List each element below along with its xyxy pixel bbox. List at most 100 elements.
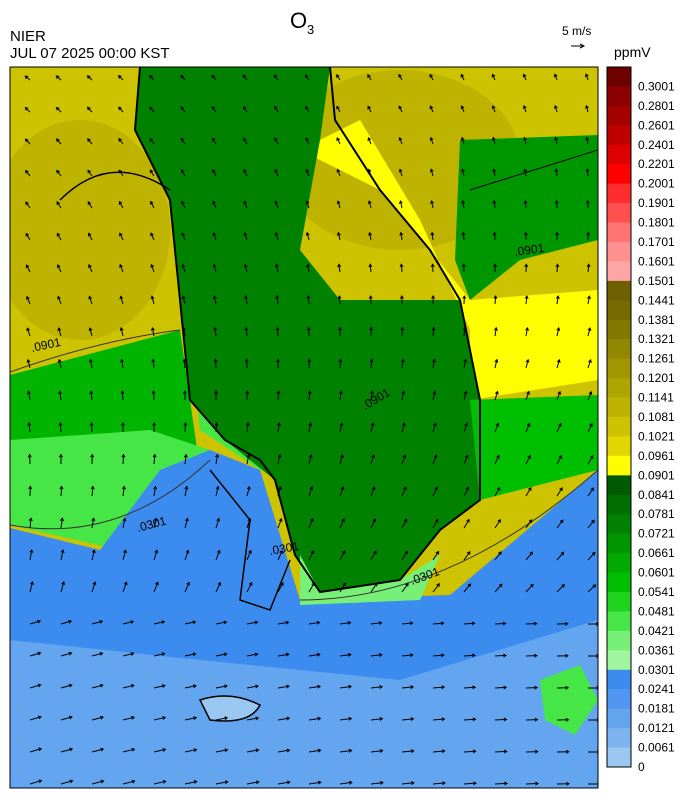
wind-arrow-head bbox=[348, 780, 353, 785]
wind-arrow bbox=[87, 138, 93, 145]
wind-arrow bbox=[60, 518, 63, 529]
wind-arrow-head bbox=[316, 620, 321, 625]
wind-arrow-head bbox=[554, 136, 559, 141]
wind-arrow bbox=[244, 232, 248, 241]
wind-arrow-head bbox=[242, 74, 247, 79]
wind-arrow-head bbox=[379, 685, 384, 689]
wind-arrow bbox=[182, 296, 186, 305]
wind-arrow-head bbox=[69, 747, 74, 752]
wind-arrow bbox=[149, 75, 155, 81]
wind-arrow bbox=[308, 749, 321, 753]
wind-arrow bbox=[215, 749, 228, 753]
wind-arrow bbox=[153, 486, 157, 497]
colorbar-swatch bbox=[607, 475, 631, 496]
wind-arrow bbox=[60, 684, 72, 689]
colorbar-swatch bbox=[607, 630, 631, 651]
wind-arrow bbox=[246, 749, 259, 753]
wind-arrow-head bbox=[162, 747, 167, 752]
wind-arrow bbox=[122, 780, 135, 785]
wind-arrow-head bbox=[192, 684, 197, 689]
wind-arrow-head bbox=[498, 551, 502, 555]
wind-arrow-head bbox=[534, 685, 539, 690]
wind-arrow-head bbox=[223, 652, 228, 657]
wind-arrow bbox=[494, 519, 501, 529]
wind-arrow-head bbox=[37, 651, 42, 656]
colorbar-label: 0.0421 bbox=[638, 624, 675, 638]
wind-arrow bbox=[306, 232, 310, 241]
wind-arrow bbox=[339, 686, 352, 689]
wind-arrow-head bbox=[338, 358, 343, 363]
wind-arrow bbox=[339, 582, 346, 593]
wind-arrow bbox=[339, 781, 352, 785]
wind-arrow-head bbox=[154, 549, 159, 554]
wind-arrow-head bbox=[193, 716, 198, 721]
wind-arrow bbox=[150, 201, 155, 209]
wind-arrow-head bbox=[310, 550, 315, 554]
wind-arrow-head bbox=[152, 453, 157, 458]
wind-arrow bbox=[370, 583, 378, 593]
wind-arrow-head bbox=[244, 295, 248, 300]
wind-arrow-head bbox=[181, 169, 185, 174]
wind-arrow-head bbox=[215, 453, 220, 458]
wind-arrow-head bbox=[367, 168, 372, 173]
wind-arrow bbox=[401, 519, 408, 529]
wind-arrow bbox=[153, 518, 157, 529]
wind-arrow-head bbox=[28, 485, 33, 490]
wind-arrow-head bbox=[90, 453, 95, 458]
wind-arrow bbox=[211, 106, 217, 113]
wind-arrow-head bbox=[248, 549, 252, 554]
colorbar-label: 0.0961 bbox=[638, 449, 675, 463]
colorbar-swatch bbox=[607, 397, 631, 418]
wind-arrow bbox=[214, 359, 217, 369]
colorbar-label: 0.0901 bbox=[638, 468, 675, 482]
wind-arrow-head bbox=[91, 549, 96, 554]
wind-arrow-head bbox=[462, 326, 467, 331]
wind-arrow-head bbox=[87, 232, 92, 237]
wind-arrow-head bbox=[153, 485, 158, 490]
wind-arrow-head bbox=[88, 327, 93, 332]
wind-arrow bbox=[525, 423, 530, 433]
wind-arrow bbox=[60, 620, 72, 625]
wind-arrow-head bbox=[305, 231, 310, 236]
wind-arrow-head bbox=[57, 358, 62, 363]
wind-arrow-head bbox=[99, 619, 104, 624]
wind-arrow bbox=[214, 327, 217, 337]
wind-arrow bbox=[367, 106, 372, 113]
wind-arrow bbox=[432, 359, 435, 369]
wind-arrow bbox=[370, 622, 382, 625]
wind-arrow bbox=[401, 583, 409, 593]
wind-arrow bbox=[494, 455, 500, 465]
wind-arrow bbox=[184, 781, 197, 785]
map: .0901 .0901 .0901 .0301 .0301 .0301 bbox=[10, 67, 598, 788]
wind-arrow bbox=[586, 169, 589, 177]
wind-arrow bbox=[27, 359, 31, 369]
wind-arrow-head bbox=[404, 550, 408, 555]
wind-arrow bbox=[246, 454, 250, 465]
wind-arrow bbox=[153, 582, 159, 593]
colorbar-swatch bbox=[607, 319, 631, 340]
wind-arrow-head bbox=[243, 232, 248, 236]
wind-arrow bbox=[585, 74, 589, 81]
wind-arrow-head bbox=[274, 231, 279, 236]
wind-arrow bbox=[494, 327, 497, 337]
wind-arrow-head bbox=[496, 486, 501, 491]
wind-arrow bbox=[26, 264, 31, 273]
wind-arrow-head bbox=[534, 717, 539, 722]
wind-arrow bbox=[432, 455, 437, 465]
wind-arrow bbox=[431, 200, 434, 209]
wind-arrow-head bbox=[556, 327, 561, 331]
wind-arrow-head bbox=[441, 717, 446, 722]
wind-arrow bbox=[60, 716, 73, 721]
wind-arrow bbox=[24, 75, 31, 81]
wind-arrow bbox=[27, 391, 31, 401]
wind-arrow-head bbox=[565, 685, 570, 690]
wind-arrow-head bbox=[277, 453, 282, 458]
colorbar-swatch bbox=[607, 203, 631, 224]
wind-arrow bbox=[184, 550, 189, 561]
colorbar-label: 0 bbox=[638, 760, 645, 774]
wind-arrow-head bbox=[185, 549, 190, 554]
title-subscript: 3 bbox=[307, 22, 314, 37]
colorbar-swatch bbox=[607, 553, 631, 574]
wind-arrow bbox=[149, 138, 155, 145]
